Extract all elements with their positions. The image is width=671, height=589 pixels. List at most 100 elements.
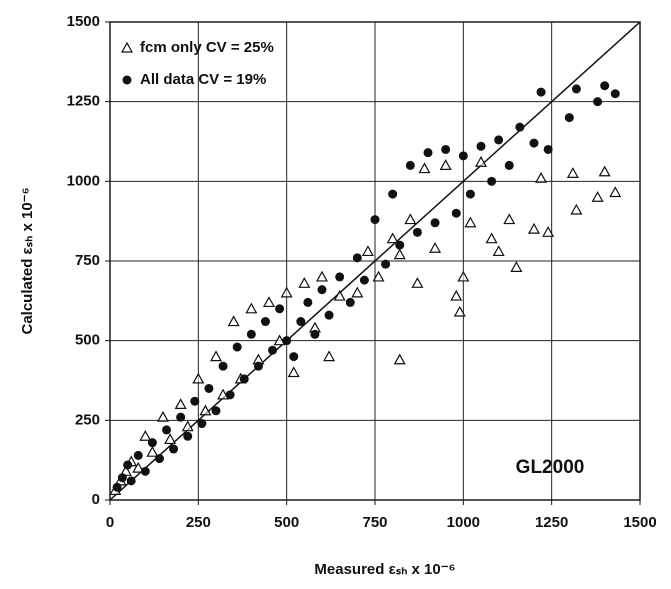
data-point (303, 297, 313, 307)
data-point (591, 191, 604, 202)
data-point (610, 89, 620, 99)
data-point (225, 390, 235, 400)
data-point (176, 412, 186, 422)
data-point (536, 87, 546, 97)
data-point (298, 277, 311, 288)
data-point (232, 342, 242, 352)
data-point (352, 253, 362, 263)
data-point (192, 372, 205, 384)
data-point (262, 296, 276, 308)
legend-marker (120, 41, 134, 53)
data-point (457, 270, 470, 282)
data-point (268, 345, 278, 355)
data-point (199, 404, 212, 416)
data-point (139, 430, 152, 441)
data-point (598, 165, 611, 177)
data-point (197, 419, 207, 429)
data-point (190, 396, 200, 406)
data-point (323, 350, 336, 362)
data-point (411, 277, 424, 288)
x-tick-label: 0 (106, 514, 114, 531)
equality-line (109, 21, 641, 501)
data-point (393, 248, 406, 260)
x-tick-label: 1000 (447, 514, 480, 531)
data-point (239, 374, 249, 384)
data-point (494, 135, 504, 145)
data-point (441, 144, 451, 154)
data-point (370, 215, 380, 225)
data-point (156, 410, 170, 422)
data-point (275, 304, 285, 314)
data-point (412, 227, 422, 237)
y-tick-label: 1500 (67, 13, 100, 30)
data-point (324, 310, 334, 320)
data-point (287, 366, 300, 378)
data-point (429, 242, 442, 253)
data-point (335, 272, 345, 282)
data-point (154, 454, 164, 464)
data-point (609, 186, 622, 198)
data-point (535, 171, 548, 183)
y-tick-label: 1000 (67, 172, 100, 189)
x-tick-label: 1250 (535, 514, 568, 531)
data-point (181, 420, 194, 432)
y-tick-label: 1250 (67, 93, 100, 110)
data-point (333, 289, 346, 301)
x-tick-label: 500 (274, 514, 299, 531)
data-point (253, 361, 263, 371)
data-point (543, 144, 553, 154)
data-point (345, 297, 355, 307)
data-point (439, 159, 452, 170)
data-point (381, 259, 391, 269)
data-point (510, 261, 523, 272)
data-point (529, 138, 539, 148)
data-point (296, 317, 306, 327)
data-point (117, 473, 127, 483)
data-point (317, 285, 327, 295)
data-point (169, 444, 179, 454)
data-point (492, 245, 505, 257)
data-point (418, 162, 431, 174)
data-point (564, 113, 574, 123)
x-tick-label: 1500 (623, 514, 656, 531)
x-axis-label: Measured εₛₕ x 10⁻⁶ (314, 561, 455, 578)
data-point (404, 213, 417, 225)
data-point (458, 151, 468, 161)
data-point (310, 329, 320, 339)
data-point (209, 350, 223, 362)
data-point (260, 317, 270, 327)
data-point (211, 406, 221, 416)
data-point (162, 425, 172, 435)
data-point (487, 176, 497, 186)
data-point (132, 461, 145, 473)
legend-marker (122, 75, 132, 85)
data-point (289, 352, 299, 362)
data-point (227, 315, 240, 327)
data-point (245, 302, 258, 314)
data-point (133, 450, 143, 460)
data-point (453, 305, 466, 317)
y-tick-label: 500 (75, 332, 100, 349)
data-point (112, 482, 122, 492)
data-point (405, 160, 415, 170)
data-point (388, 189, 398, 199)
data-point (570, 203, 583, 215)
y-axis-label: Calculated εₛₕ x 10⁻⁶ (19, 188, 36, 335)
data-point (515, 122, 525, 132)
data-point (571, 84, 581, 94)
data-point (315, 270, 329, 282)
data-point (217, 388, 230, 400)
x-tick-label: 250 (186, 514, 211, 531)
data-point (246, 329, 256, 339)
data-point (372, 270, 385, 282)
data-point (503, 213, 516, 225)
data-point (204, 383, 214, 393)
data-point (140, 466, 150, 476)
data-point (147, 438, 157, 448)
data-point (183, 431, 193, 441)
data-point (123, 460, 133, 470)
data-point (476, 141, 486, 151)
data-point (430, 218, 440, 228)
data-point (282, 336, 292, 346)
data-point (600, 81, 610, 91)
